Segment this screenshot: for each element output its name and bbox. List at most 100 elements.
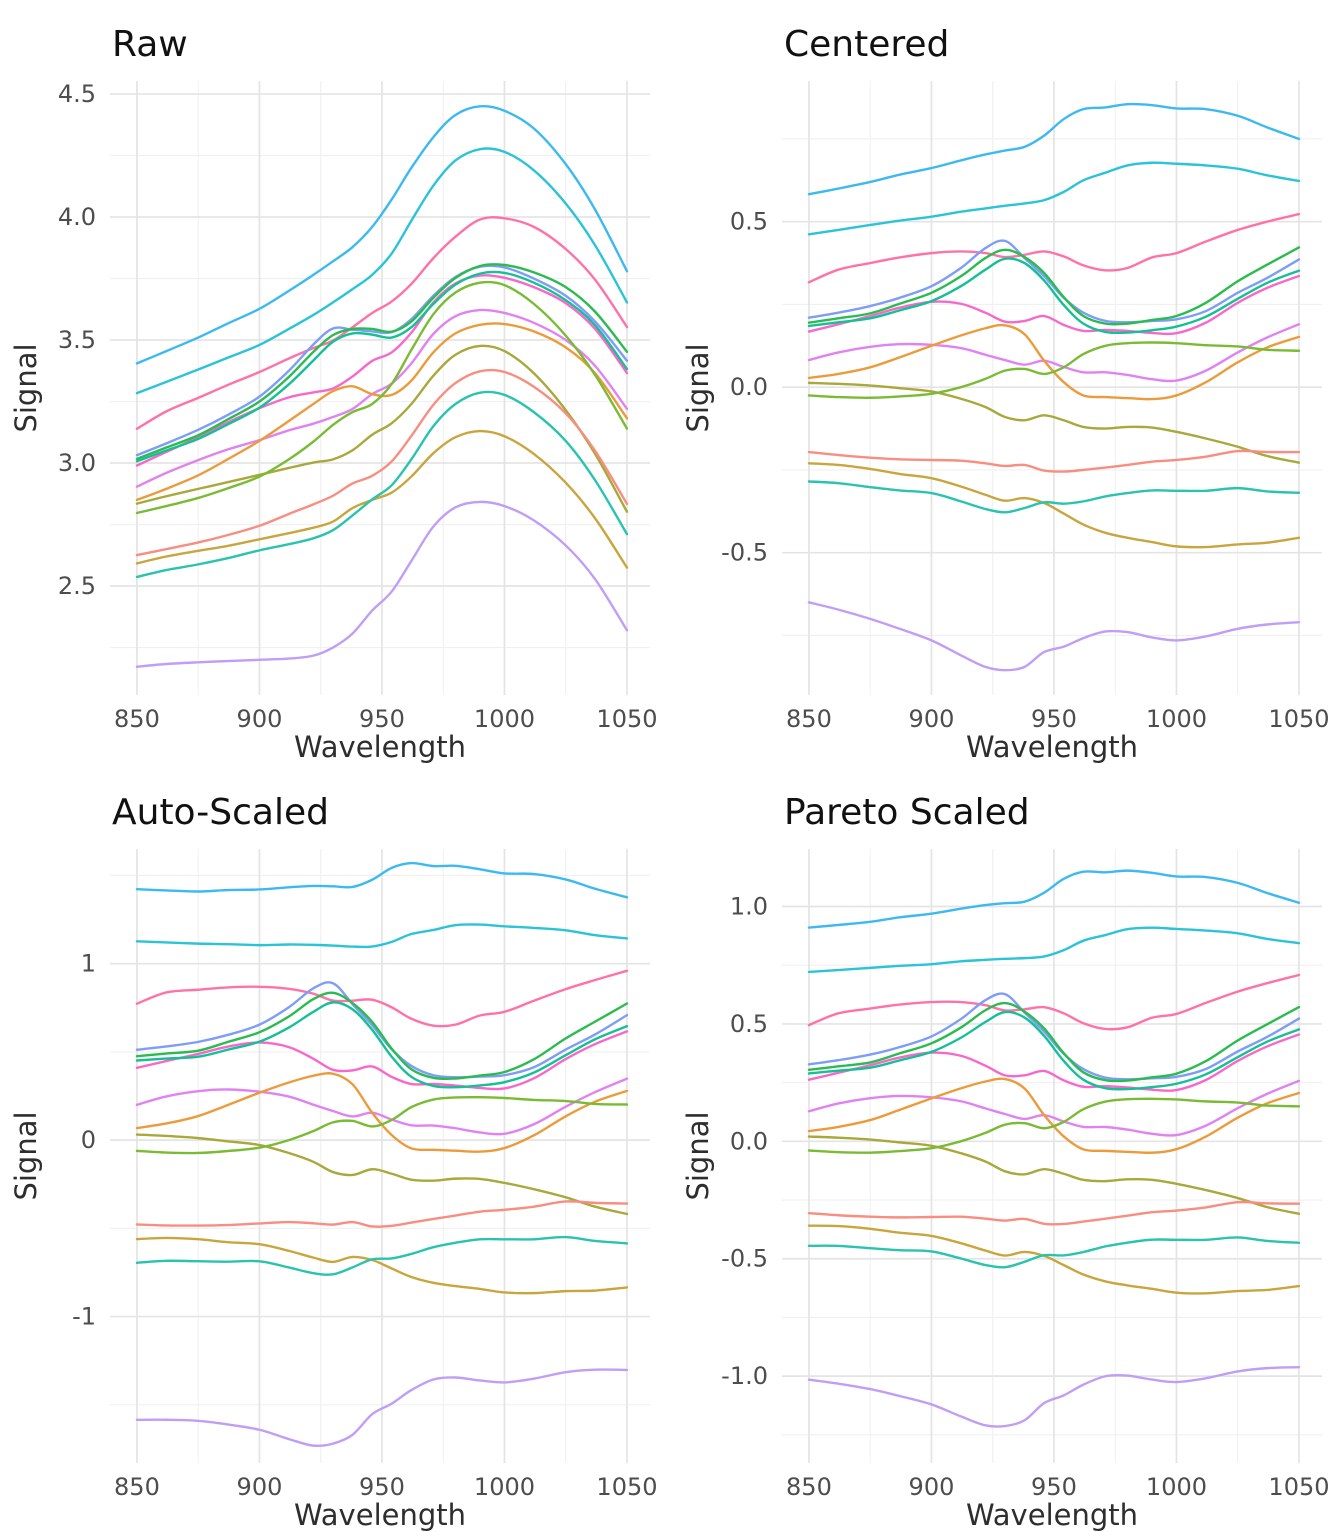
series-line-series_08: [135, 1077, 629, 1136]
x-axis-title: Wavelength: [966, 1498, 1138, 1532]
y-tick-label: 0.5: [730, 1010, 768, 1038]
series-line-series_01: [807, 869, 1301, 929]
x-tick-label: 1050: [596, 705, 657, 733]
x-tick-label: 850: [786, 1473, 832, 1501]
y-tick-label: 0.0: [730, 1127, 768, 1155]
series-line-series_02: [807, 161, 1301, 236]
x-tick-label: 900: [237, 1473, 283, 1501]
panel-title: Raw: [112, 24, 188, 65]
y-tick-label: 0.5: [730, 208, 768, 236]
y-axis-title: Signal: [681, 343, 715, 432]
series-line-series_07: [135, 1001, 629, 1089]
series-line-series_08: [807, 1079, 1301, 1137]
x-tick-label: 1000: [474, 1473, 535, 1501]
panel-title: Centered: [784, 24, 949, 65]
series-line-series_08: [807, 323, 1301, 383]
series-line-series_13: [135, 429, 629, 569]
panel-raw: 2.5 3.0 3.5 4.0 4.5 850 900 950 1000 1050 Waveleng…: [0, 0, 672, 768]
series-line-series_13: [807, 462, 1301, 549]
series-line-series_04: [807, 274, 1301, 336]
x-tick-label: 1000: [1146, 1473, 1207, 1501]
series-line-series_06: [807, 1001, 1301, 1083]
series-line-series_02: [807, 926, 1301, 974]
series-line-series_07: [135, 270, 629, 463]
series-line-series_08: [135, 308, 629, 488]
panel-title: Auto-Scaled: [112, 792, 329, 833]
series-line-series_15: [807, 1365, 1301, 1428]
y-axis-title: Signal: [681, 1111, 715, 1200]
series-line-series_05: [135, 264, 629, 457]
series-line-series_15: [135, 500, 629, 668]
series-line-series_10: [135, 344, 629, 513]
series-line-series_11: [807, 1097, 1301, 1154]
series-line-series_10: [135, 1133, 629, 1216]
y-axis-title: Signal: [9, 343, 43, 432]
series-line-series_06: [807, 246, 1301, 326]
y-tick-label: 4.0: [58, 203, 96, 231]
chart-canvas-auto_scaled: -1 0 1 850 900 950 1000 1050 Wavelength Signal Aut…: [9, 792, 658, 1532]
series-line-series_05: [807, 992, 1301, 1081]
series-line-series_07: [807, 1010, 1301, 1091]
chart-canvas-pareto: -1.0 -0.5 0.0 0.5 1.0 850 900 950 1000 1050 Wavele…: [681, 792, 1330, 1532]
series-line-series_04: [135, 274, 629, 467]
x-tick-label: 1000: [474, 705, 535, 733]
series-line-series_11: [135, 280, 629, 515]
series-line-series_10: [807, 1135, 1301, 1216]
x-tick-label: 950: [1031, 705, 1077, 733]
series-line-series_14: [135, 1235, 629, 1276]
series-line-series_01: [135, 104, 629, 365]
y-tick-label: -0.5: [721, 539, 768, 567]
y-tick-label: 1: [81, 950, 96, 978]
x-tick-label: 900: [237, 705, 283, 733]
series-line-series_10: [807, 381, 1301, 464]
series-line-series_13: [807, 1224, 1301, 1295]
panel-pareto-scaled: -1.0 -0.5 0.0 0.5 1.0 850 900 950 1000 1050 Wavele…: [672, 768, 1344, 1536]
x-tick-label: 1000: [1146, 705, 1207, 733]
series-line-series_14: [807, 1236, 1301, 1269]
panel-centered: -0.5 0.0 0.5 850 900 950 1000 1050 Wavelength Sig…: [672, 0, 1344, 768]
series-line-series_13: [135, 1236, 629, 1295]
series-line-series_12: [135, 1200, 629, 1228]
series-line-series_11: [807, 341, 1301, 399]
y-tick-label: 0.0: [730, 373, 768, 401]
x-tick-label: 1050: [1268, 705, 1329, 733]
series-line-series_06: [135, 991, 629, 1081]
y-tick-label: 2.5: [58, 572, 96, 600]
series-line-series_03: [807, 973, 1301, 1031]
series-line-series_03: [807, 212, 1301, 284]
series-line-series_12: [807, 449, 1301, 473]
x-tick-label: 950: [359, 1473, 405, 1501]
x-tick-label: 850: [114, 705, 160, 733]
x-axis-title: Wavelength: [294, 1498, 466, 1532]
x-tick-label: 900: [909, 1473, 955, 1501]
x-axis-title: Wavelength: [294, 730, 466, 764]
series-line-series_06: [135, 263, 629, 461]
y-tick-label: -0.5: [721, 1245, 768, 1273]
series-line-series_15: [135, 1368, 629, 1448]
x-axis-title: Wavelength: [966, 730, 1138, 764]
series-line-series_03: [135, 969, 629, 1028]
chart-canvas-raw: 2.5 3.0 3.5 4.0 4.5 850 900 950 1000 1050 Waveleng…: [9, 24, 658, 764]
series-line-series_12: [135, 368, 629, 557]
series-line-series_07: [807, 257, 1301, 335]
panel-auto-scaled: -1 0 1 850 900 950 1000 1050 Wavelength Signal Aut…: [0, 768, 672, 1536]
x-tick-label: 900: [909, 705, 955, 733]
x-tick-label: 1050: [596, 1473, 657, 1501]
y-tick-label: 4.5: [58, 80, 96, 108]
series-line-series_04: [807, 1033, 1301, 1092]
y-axis-title: Signal: [9, 1111, 43, 1200]
x-tick-label: 950: [359, 705, 405, 733]
y-tick-label: 0: [81, 1126, 96, 1154]
y-tick-label: 1.0: [730, 893, 768, 921]
y-tick-label: 3.0: [58, 449, 96, 477]
y-tick-label: -1: [72, 1303, 96, 1331]
panel-title: Pareto Scaled: [784, 792, 1030, 833]
x-tick-label: 1050: [1268, 1473, 1329, 1501]
x-tick-label: 850: [114, 1473, 160, 1501]
series-line-series_04: [135, 1030, 629, 1091]
series-line-series_05: [807, 239, 1301, 324]
series-line-series_02: [135, 923, 629, 949]
series-line-series_01: [807, 102, 1301, 196]
series-line-series_05: [135, 981, 629, 1079]
